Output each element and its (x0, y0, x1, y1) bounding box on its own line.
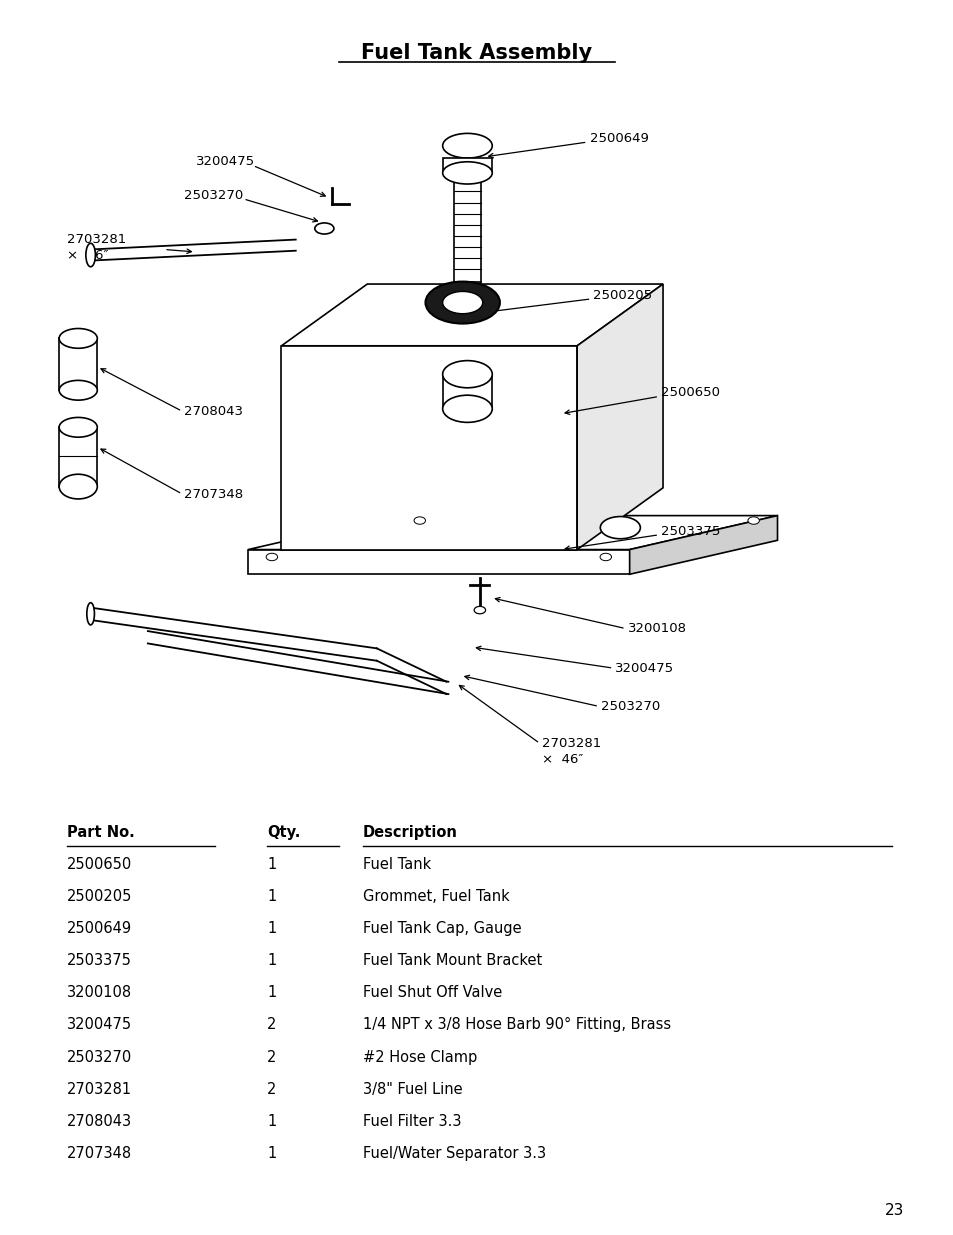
Text: 2500650: 2500650 (67, 857, 132, 872)
Ellipse shape (86, 243, 95, 267)
Ellipse shape (59, 474, 97, 499)
Text: Fuel Tank Cap, Gauge: Fuel Tank Cap, Gauge (362, 921, 520, 936)
Text: 3200108: 3200108 (627, 622, 686, 635)
Polygon shape (248, 550, 629, 574)
Text: Part No.: Part No. (67, 825, 134, 840)
Polygon shape (577, 284, 662, 550)
Polygon shape (442, 158, 492, 173)
Text: 2503270: 2503270 (600, 700, 659, 713)
Text: 1: 1 (267, 986, 276, 1000)
Text: Fuel Tank Assembly: Fuel Tank Assembly (361, 43, 592, 63)
Text: Fuel/Water Separator 3.3: Fuel/Water Separator 3.3 (362, 1146, 545, 1161)
Text: 3200108: 3200108 (67, 986, 132, 1000)
Ellipse shape (414, 516, 425, 525)
Ellipse shape (599, 553, 611, 561)
Text: 2: 2 (267, 1082, 276, 1097)
Text: 2503270: 2503270 (67, 1050, 132, 1065)
Ellipse shape (266, 553, 277, 561)
Ellipse shape (442, 395, 492, 422)
Text: 2708043: 2708043 (184, 405, 243, 417)
Ellipse shape (474, 606, 485, 614)
Text: 2707348: 2707348 (67, 1146, 132, 1161)
Text: Fuel Shut Off Valve: Fuel Shut Off Valve (362, 986, 501, 1000)
Polygon shape (248, 516, 777, 550)
Text: Qty.: Qty. (267, 825, 300, 840)
Text: 2703281: 2703281 (67, 233, 126, 246)
Polygon shape (281, 346, 577, 550)
Text: 2500650: 2500650 (660, 387, 720, 399)
Ellipse shape (425, 282, 499, 324)
Polygon shape (281, 284, 662, 346)
Ellipse shape (59, 417, 97, 437)
Text: 2703281: 2703281 (67, 1082, 132, 1097)
Text: 1: 1 (267, 1114, 276, 1129)
Text: 1: 1 (267, 1146, 276, 1161)
Text: Fuel Tank Mount Bracket: Fuel Tank Mount Bracket (362, 953, 541, 968)
Text: 1: 1 (267, 889, 276, 904)
Text: 1/4 NPT x 3/8 Hose Barb 90° Fitting, Brass: 1/4 NPT x 3/8 Hose Barb 90° Fitting, Bra… (362, 1018, 670, 1032)
Text: 3/8" Fuel Line: 3/8" Fuel Line (362, 1082, 461, 1097)
Text: 2: 2 (267, 1018, 276, 1032)
Text: 3200475: 3200475 (67, 1018, 132, 1032)
Ellipse shape (59, 380, 97, 400)
Text: 3200475: 3200475 (195, 156, 254, 168)
Text: 3200475: 3200475 (615, 662, 674, 674)
Ellipse shape (442, 162, 492, 184)
Ellipse shape (87, 603, 94, 625)
Text: Fuel Filter 3.3: Fuel Filter 3.3 (362, 1114, 460, 1129)
Text: 2503375: 2503375 (67, 953, 132, 968)
Text: ×  46″: × 46″ (541, 753, 582, 766)
Text: 2703281: 2703281 (541, 737, 600, 750)
Text: 2: 2 (267, 1050, 276, 1065)
Text: 2500649: 2500649 (67, 921, 132, 936)
Ellipse shape (59, 329, 97, 348)
Text: Fuel Tank: Fuel Tank (362, 857, 431, 872)
Text: ×  76″: × 76″ (67, 249, 109, 262)
Text: 1: 1 (267, 857, 276, 872)
Polygon shape (629, 516, 777, 574)
Text: 2500205: 2500205 (67, 889, 132, 904)
Text: 2503375: 2503375 (660, 525, 720, 537)
Ellipse shape (747, 516, 759, 525)
Text: 1: 1 (267, 921, 276, 936)
Text: 2503270: 2503270 (184, 189, 243, 201)
Text: 2500649: 2500649 (589, 132, 648, 144)
Text: 1: 1 (267, 953, 276, 968)
Text: 2708043: 2708043 (67, 1114, 132, 1129)
Ellipse shape (442, 361, 492, 388)
Text: 23: 23 (884, 1203, 903, 1218)
Ellipse shape (599, 516, 639, 538)
Text: #2 Hose Clamp: #2 Hose Clamp (362, 1050, 476, 1065)
Ellipse shape (442, 133, 492, 158)
Text: Grommet, Fuel Tank: Grommet, Fuel Tank (362, 889, 509, 904)
Text: 2707348: 2707348 (184, 488, 243, 500)
Text: Description: Description (362, 825, 456, 840)
Text: 2500205: 2500205 (593, 289, 652, 301)
Ellipse shape (442, 291, 482, 314)
